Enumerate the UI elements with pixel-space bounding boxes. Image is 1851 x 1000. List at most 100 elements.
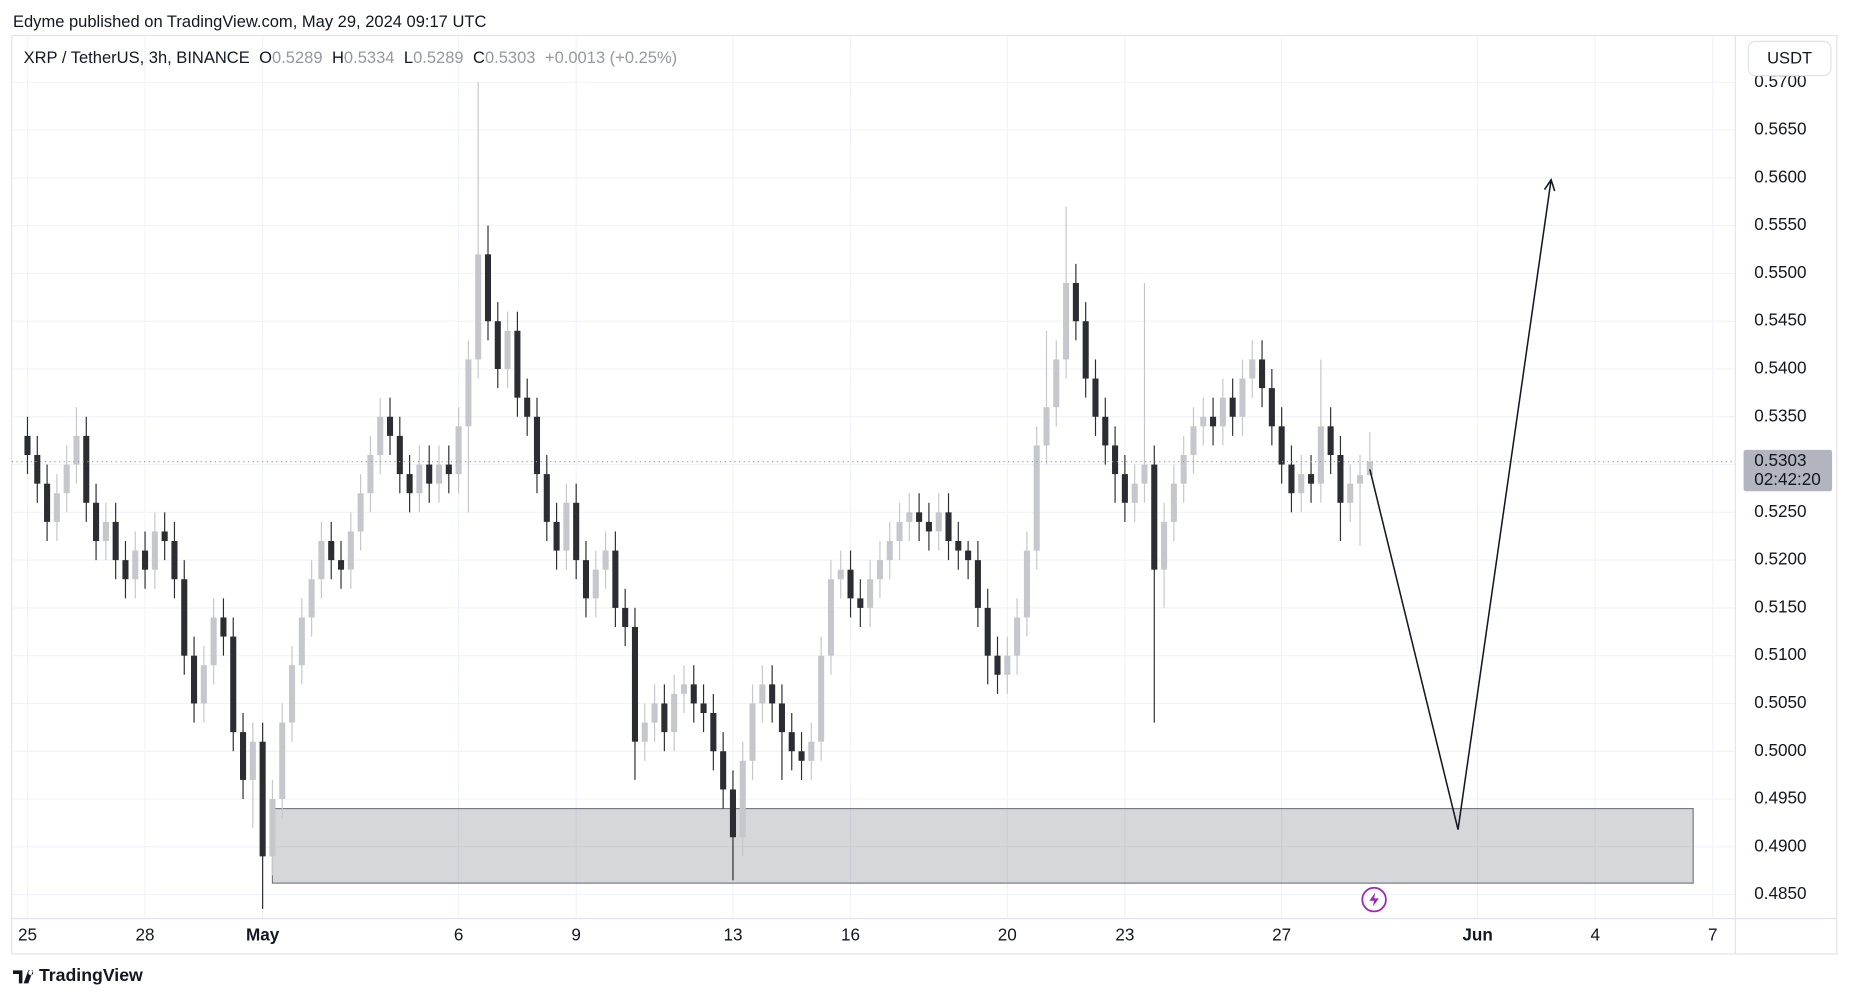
y-tick-label: 0.5650 [1754, 120, 1806, 139]
candle-body [465, 359, 472, 427]
candle-body [1249, 359, 1256, 379]
publish-header: Edyme published on TradingView.com, May … [13, 12, 486, 31]
candle-body [1121, 474, 1128, 503]
event-icon[interactable] [1361, 886, 1387, 913]
logo-text: TradingView [39, 965, 143, 985]
candle-body [955, 541, 962, 551]
candle-body [1180, 455, 1187, 484]
candle-body [867, 579, 874, 608]
candle-body [337, 560, 345, 570]
candle-body [1053, 359, 1060, 408]
candle-body [73, 435, 80, 465]
legend: XRP / TetherUS, 3h, BINANCE O0.5289 H0.533… [24, 48, 678, 67]
candle-body [44, 483, 51, 522]
candle-body [308, 579, 315, 618]
y-tick-label: 0.5250 [1754, 502, 1806, 521]
ohlc-value: 0.5334 [344, 48, 395, 67]
candle-body [592, 569, 599, 599]
ohlc-key: O [259, 48, 272, 67]
x-tick-label: 4 [1590, 926, 1600, 945]
y-tick-label: 0.5350 [1754, 406, 1806, 425]
candle-body [680, 684, 688, 694]
candle-body [1308, 474, 1315, 484]
candle-body [200, 665, 207, 704]
y-tick-label: 0.4900 [1754, 836, 1806, 855]
candle-body [906, 512, 913, 522]
ohlc-key: L [404, 48, 413, 67]
arrow-head [1543, 178, 1556, 192]
candle-body [181, 579, 188, 656]
candle-body [994, 655, 1001, 675]
candle-body [230, 636, 237, 733]
x-tick-label: 25 [18, 926, 37, 945]
candle-body [847, 569, 854, 599]
x-tick-label: 7 [1708, 926, 1718, 945]
symbol-title: XRP / TetherUS, 3h, BINANCE [24, 48, 250, 67]
candle-body [641, 722, 648, 742]
candle-body [720, 751, 727, 790]
candle-body [974, 560, 981, 608]
candle-body [1259, 359, 1266, 389]
candle-body [63, 464, 70, 494]
candle-body [151, 531, 158, 570]
y-tick-label: 0.4950 [1754, 789, 1806, 808]
candle-body [896, 521, 903, 542]
candle-body [1219, 397, 1226, 427]
candle-body [563, 502, 570, 551]
x-tick-label: 28 [136, 926, 155, 945]
candle-body [1366, 461, 1373, 476]
candle-body [984, 607, 991, 656]
candle-body [377, 416, 384, 456]
candle-body [132, 550, 139, 580]
candle-body [34, 455, 41, 484]
y-tick-label: 0.5000 [1754, 741, 1806, 760]
candle-body [1131, 483, 1138, 503]
candle-body [93, 502, 100, 542]
currency-label: USDT [1767, 48, 1812, 67]
x-tick-label: 23 [1115, 926, 1134, 945]
candle-body [788, 732, 795, 752]
candle-body [533, 416, 541, 475]
candle-body [455, 426, 462, 475]
candle-body [357, 493, 364, 532]
candle-body [1347, 483, 1354, 503]
x-tick-label: May [246, 926, 280, 945]
candle-body [1043, 407, 1050, 446]
candle-body [925, 521, 932, 532]
candle-body [318, 541, 325, 580]
candle-body [406, 474, 413, 494]
candle-body [612, 550, 619, 608]
currency-button[interactable] [1747, 40, 1832, 77]
ohlc-key: H [332, 48, 344, 67]
candle-body [249, 741, 256, 780]
candle-body [24, 435, 31, 456]
candle-body [347, 531, 354, 570]
candle-body [367, 455, 374, 494]
logo-mark [12, 970, 34, 984]
ohlc-value: 0.5289 [272, 48, 323, 67]
candle-body [1033, 445, 1040, 551]
candle-body [1278, 426, 1285, 465]
candle-body [161, 531, 168, 542]
candle-body [504, 330, 511, 369]
candle-body [749, 703, 756, 761]
candle-body [778, 703, 785, 733]
candle-body [945, 512, 952, 542]
ohlc-value: 0.5303 [485, 48, 536, 67]
candle-body [1357, 475, 1364, 484]
candle-body [1112, 445, 1119, 475]
x-tick-label: 6 [454, 926, 464, 945]
y-tick-label: 0.5550 [1754, 215, 1806, 234]
candle-body [818, 655, 825, 742]
candle-body [1210, 416, 1217, 427]
candle-body [1092, 378, 1099, 417]
candle-body [142, 550, 149, 570]
y-tick-label: 0.5500 [1754, 263, 1806, 282]
candle-body [1141, 464, 1148, 484]
candle-body [191, 655, 198, 704]
candle-body [1170, 483, 1177, 522]
candle-body [710, 713, 717, 752]
candle-body [1082, 321, 1089, 379]
